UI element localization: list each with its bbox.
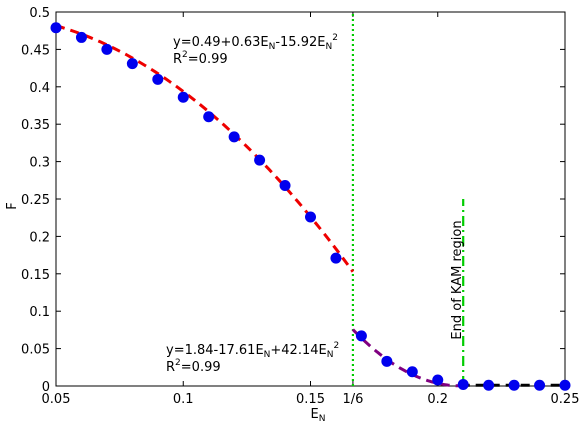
data-point-0 [50,22,62,34]
data-point-4 [152,73,164,85]
data-point-15 [432,374,444,386]
y-tick-label: 0.45 [21,43,50,58]
data-point-8 [254,154,266,166]
kam-region-label: End of KAM region [450,220,465,339]
fit2-r-squared: R2=0.99 [166,358,221,375]
x-axis-label-subscript: N [319,414,326,424]
x-tick-label: 0.15 [296,392,325,407]
y-tick-label: 0.3 [29,156,50,171]
y-axis-label: F [5,202,20,209]
x-tick-label: 0.1 [173,392,194,407]
data-point-12 [355,330,367,342]
fit1-r-squared: R2=0.99 [173,50,228,67]
x-tick-label: 0.2 [427,392,448,407]
data-point-9 [279,180,291,192]
x-axis-label: EN [311,407,326,424]
data-point-20 [559,379,571,391]
data-point-19 [534,379,546,391]
y-tick-label: 0.1 [29,305,50,320]
y-tick-label: 0.15 [21,268,50,283]
data-point-11 [330,252,342,264]
fit1-equation: y=0.49+0.63EN-15.92EN2 [173,33,338,52]
data-point-7 [228,131,240,143]
data-point-14 [406,366,418,378]
data-point-10 [305,211,316,223]
data-point-3 [126,58,138,70]
data-point-2 [101,43,113,55]
x-tick-label: 0.25 [551,392,580,407]
data-point-6 [203,111,215,123]
y-tick-label: 0.25 [21,193,50,208]
x-tick-label: 0.05 [42,392,71,407]
y-tick-label: 0 [42,380,50,395]
y-tick-label: 0.35 [21,118,50,133]
y-tick-label: 0.05 [21,343,50,358]
data-point-1 [75,31,87,43]
data-point-16 [457,379,469,391]
plot-area: 0.05 0.1 0.15 1/6 0.2 0.2500.050.10.150.20.25… [21,6,579,407]
data-point-13 [381,355,393,367]
y-tick-label: 0.4 [29,81,50,96]
y-tick-label: 0.5 [29,6,50,21]
fit2-equation: y=1.84-17.61EN+42.14EN2 [166,341,339,360]
x-axis-label-main: E [311,407,319,422]
data-point-18 [508,379,520,391]
y-tick-label: 0.2 [29,230,50,245]
fit-curve-1 [351,328,461,388]
data-point-5 [177,91,189,103]
x-tick-label: 1/6 [342,392,363,407]
data-point-17 [483,379,495,391]
